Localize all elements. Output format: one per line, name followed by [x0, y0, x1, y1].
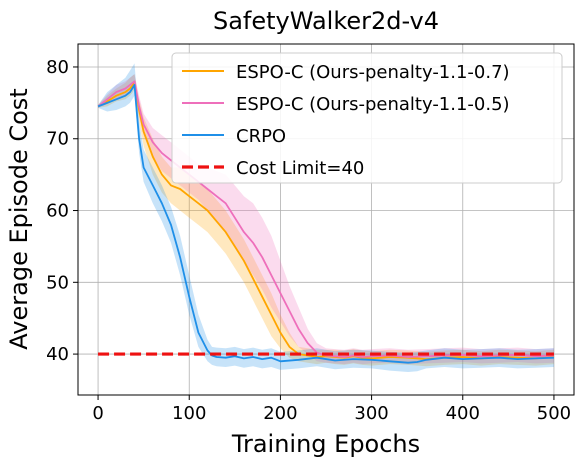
x-tick-label: 500: [537, 403, 571, 424]
legend-label: CRPO: [236, 126, 286, 147]
y-ticks: 40 50 60 70 80: [46, 57, 78, 365]
x-tick-label: 300: [354, 403, 388, 424]
chart-title: SafetyWalker2d-v4: [213, 7, 439, 35]
legend: ESPO-C (Ours-penalty-1.1-0.7) ESPO-C (Our…: [172, 53, 562, 183]
y-tick-label: 80: [46, 57, 69, 78]
x-tick-label: 100: [172, 403, 206, 424]
y-axis-title: Average Episode Cost: [5, 88, 33, 349]
x-ticks: 0 100 200 300 400 500: [92, 395, 571, 424]
y-tick-label: 60: [46, 201, 69, 222]
y-tick-label: 40: [46, 344, 69, 365]
x-axis-title: Training Epochs: [231, 430, 420, 458]
legend-label: ESPO-C (Ours-penalty-1.1-0.5): [236, 94, 510, 115]
y-tick-label: 70: [46, 129, 69, 150]
x-tick-label: 200: [263, 403, 297, 424]
x-tick-label: 400: [446, 403, 480, 424]
legend-label: ESPO-C (Ours-penalty-1.1-0.7): [236, 62, 510, 83]
legend-label: Cost Limit=40: [236, 158, 364, 179]
y-tick-label: 50: [46, 272, 69, 293]
x-tick-label: 0: [92, 403, 103, 424]
